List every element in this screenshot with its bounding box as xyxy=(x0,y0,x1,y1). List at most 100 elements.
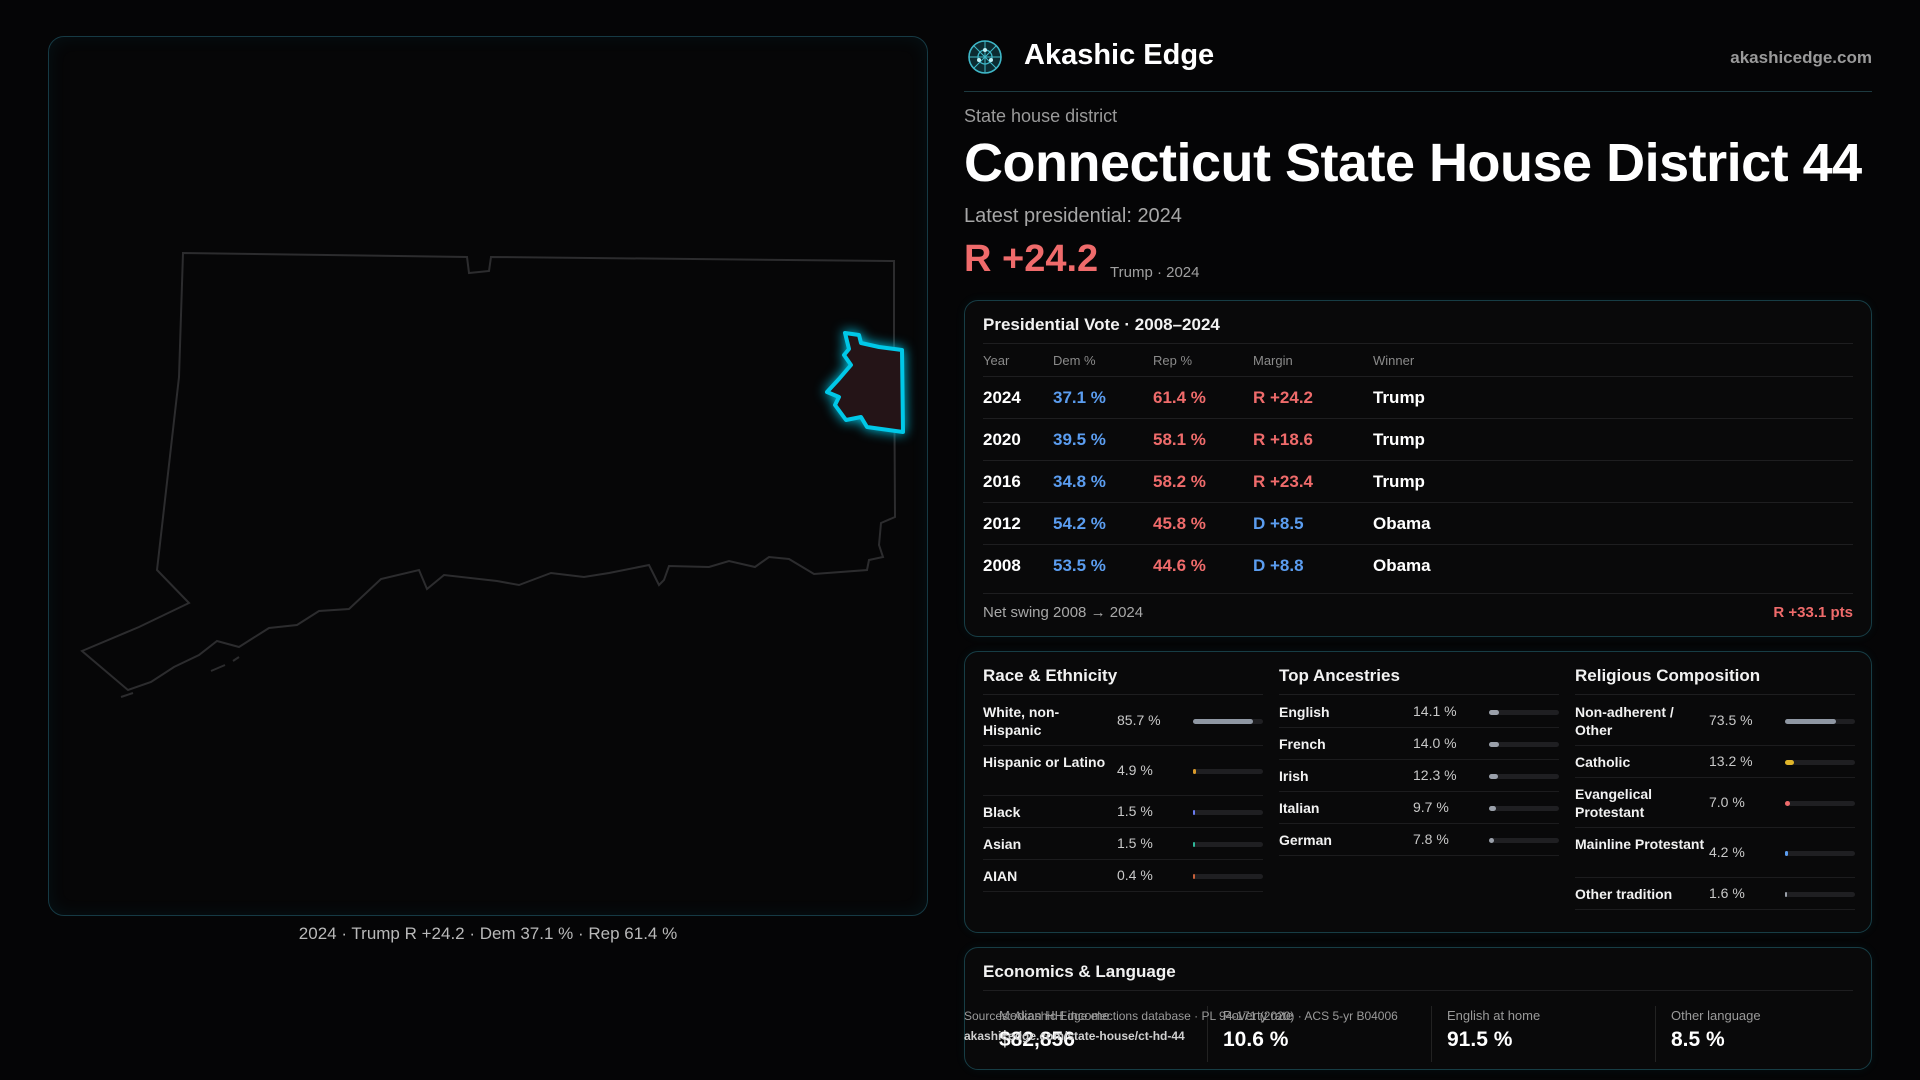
percentage-bar xyxy=(1489,710,1559,715)
percentage-bar-fill xyxy=(1489,742,1499,747)
list-item[interactable]: Non-adherent / Other 73.5 % xyxy=(1575,696,1855,746)
year-cell: 2012 xyxy=(983,514,1021,533)
network-globe-icon[interactable] xyxy=(966,38,1004,76)
percentage-bar xyxy=(1193,810,1263,815)
presidential-vote-card: Presidential Vote · 2008–2024 Year Dem %… xyxy=(964,300,1872,637)
table-row[interactable]: 2024 37.1 % 61.4 % R +24.2 Trump xyxy=(983,376,1853,418)
demographics-card: Race & Ethnicity White, non-Hispanic 85.7 … xyxy=(964,651,1872,933)
district-44-shape[interactable] xyxy=(825,331,905,434)
dem-cell: 39.5 % xyxy=(1053,430,1106,449)
map-panel[interactable] xyxy=(48,36,928,916)
dem-cell: 37.1 % xyxy=(1053,388,1106,407)
list-item[interactable]: Irish 12.3 % xyxy=(1279,760,1559,792)
district-map[interactable] xyxy=(49,37,929,917)
item-label: AIAN xyxy=(983,868,1018,884)
item-value: 9.7 % xyxy=(1413,799,1449,815)
stat-value: 10.6 % xyxy=(1223,1028,1289,1051)
list-item[interactable]: Asian 1.5 % xyxy=(983,828,1263,860)
item-label: White, non-Hispanic xyxy=(983,704,1060,738)
state-outline xyxy=(80,251,897,692)
list-item[interactable]: White, non-Hispanic 85.7 % xyxy=(983,696,1263,746)
percentage-bar xyxy=(1193,842,1263,847)
dem-cell: 53.5 % xyxy=(1053,556,1106,575)
column-header-rep: Rep % xyxy=(1153,353,1193,368)
list-item[interactable]: Other tradition 1.6 % xyxy=(1575,878,1855,910)
source-text: Sources: Akashic Edge elections database… xyxy=(964,1009,1398,1023)
race-ethnicity-column: Race & Ethnicity White, non-Hispanic 85.7 … xyxy=(983,652,1263,934)
table-row[interactable]: 2012 54.2 % 45.8 % D +8.5 Obama xyxy=(983,502,1853,544)
stat-value: $82,856 xyxy=(999,1028,1075,1051)
winner-cell: Trump xyxy=(1373,430,1425,449)
list-item[interactable]: Black 1.5 % xyxy=(983,796,1263,828)
list-item[interactable]: Hispanic or Latino 4.9 % xyxy=(983,746,1263,796)
percentage-bar xyxy=(1489,742,1559,747)
stat-label: Other language xyxy=(1671,1008,1761,1023)
item-value: 1.5 % xyxy=(1117,803,1153,819)
list-item[interactable]: Evangelical Protestant 7.0 % xyxy=(1575,778,1855,828)
list-item[interactable]: Italian 9.7 % xyxy=(1279,792,1559,824)
economics-language-card: Economics & Language Median HH income $8… xyxy=(964,947,1872,1070)
stat-value: 91.5 % xyxy=(1447,1028,1513,1051)
percentage-bar xyxy=(1489,838,1559,843)
dem-cell: 34.8 % xyxy=(1053,472,1106,491)
net-swing-label: Net swing 2008 → 2024 xyxy=(983,604,1144,621)
item-value: 4.9 % xyxy=(1117,762,1153,778)
winner-cell: Trump xyxy=(1373,472,1425,491)
rep-cell: 58.1 % xyxy=(1153,430,1206,449)
percentage-bar-fill xyxy=(1193,842,1195,847)
column-title: Top Ancestries xyxy=(1279,666,1400,685)
margin-cell: R +24.2 xyxy=(1253,388,1314,407)
winner-cell: Trump xyxy=(1373,388,1425,407)
district-type-label: State house district xyxy=(964,106,1118,126)
item-label: Mainline Protestant xyxy=(1575,836,1705,852)
list-item[interactable]: German 7.8 % xyxy=(1279,824,1559,856)
percentage-bar xyxy=(1193,769,1263,774)
religion-column: Religious Composition Non-adherent / Othe… xyxy=(1575,652,1855,934)
percentage-bar xyxy=(1489,774,1559,779)
percentage-bar xyxy=(1785,801,1855,806)
divider xyxy=(983,990,1853,991)
item-label: Asian xyxy=(983,836,1022,852)
percentage-bar-fill xyxy=(1785,892,1787,897)
item-label: Hispanic or Latino xyxy=(983,754,1106,770)
item-label: English xyxy=(1279,704,1330,720)
source-url-link[interactable]: akashicedge.com/state-house/ct-hd-44 xyxy=(964,1029,1185,1043)
year-cell: 2016 xyxy=(983,472,1021,491)
brand-name[interactable]: Akashic Edge xyxy=(1024,39,1215,71)
item-label: Non-adherent / Other xyxy=(1575,704,1674,738)
margin-cell: D +8.5 xyxy=(1253,514,1304,533)
table-row[interactable]: 2020 39.5 % 58.1 % R +18.6 Trump xyxy=(983,418,1853,460)
percentage-bar-fill xyxy=(1785,760,1795,765)
list-item[interactable]: Catholic 13.2 % xyxy=(1575,746,1855,778)
divider xyxy=(983,694,1263,695)
list-item[interactable]: AIAN 0.4 % xyxy=(983,860,1263,892)
item-label: Other tradition xyxy=(1575,886,1673,902)
percentage-bar xyxy=(1785,851,1855,856)
item-value: 1.6 % xyxy=(1709,885,1745,901)
rep-cell: 44.6 % xyxy=(1153,556,1206,575)
divider xyxy=(983,343,1853,344)
percentage-bar-fill xyxy=(1489,710,1499,715)
item-value: 14.1 % xyxy=(1413,703,1457,719)
list-item[interactable]: English 14.1 % xyxy=(1279,696,1559,728)
map-caption: 2024 · Trump R +24.2 · Dem 37.1 % · Rep … xyxy=(298,924,678,943)
table-row[interactable]: 2008 53.5 % 44.6 % D +8.8 Obama xyxy=(983,544,1853,586)
winner-cell: Obama xyxy=(1373,556,1431,575)
stat-label: Poverty rate xyxy=(1223,1008,1294,1023)
percentage-bar xyxy=(1193,874,1263,879)
table-row[interactable]: 2016 34.8 % 58.2 % R +23.4 Trump xyxy=(983,460,1853,502)
dem-cell: 54.2 % xyxy=(1053,514,1106,533)
margin-cell: R +18.6 xyxy=(1253,430,1314,449)
stat-label: English at home xyxy=(1447,1008,1541,1023)
list-item[interactable]: Mainline Protestant 4.2 % xyxy=(1575,828,1855,878)
stat-value: 8.5 % xyxy=(1671,1028,1725,1051)
item-label: Black xyxy=(983,804,1021,820)
item-value: 1.5 % xyxy=(1117,835,1153,851)
brand-url-link[interactable]: akashicedge.com xyxy=(1730,48,1872,67)
item-value: 14.0 % xyxy=(1413,735,1457,751)
divider xyxy=(983,593,1853,594)
year-cell: 2008 xyxy=(983,556,1021,575)
list-item[interactable]: French 14.0 % xyxy=(1279,728,1559,760)
divider xyxy=(1431,1006,1432,1062)
percentage-bar-fill xyxy=(1193,769,1197,774)
